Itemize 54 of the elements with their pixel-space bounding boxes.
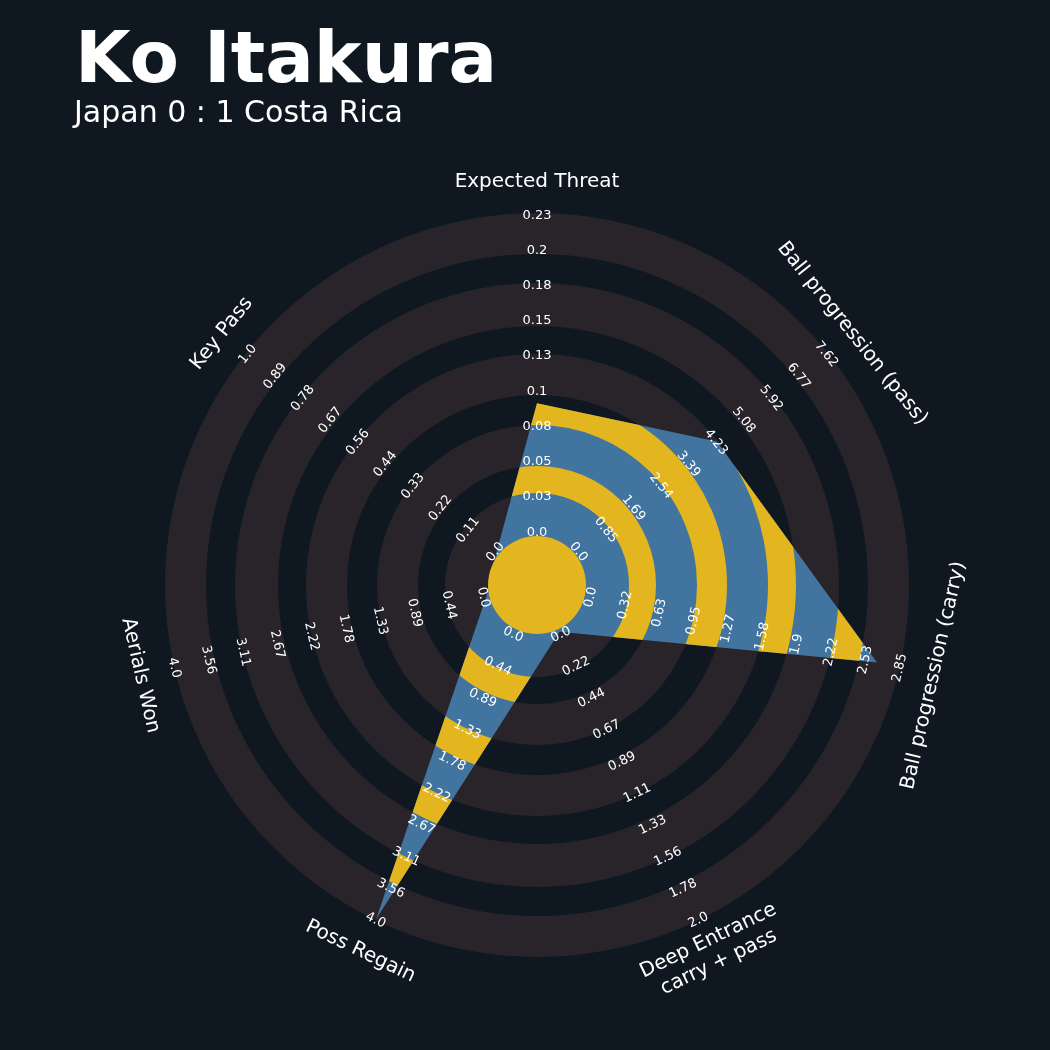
text: 1.56 bbox=[651, 842, 684, 869]
text: 1.33 bbox=[370, 604, 392, 637]
text: 0.89 bbox=[605, 747, 638, 774]
text: 0.67 bbox=[589, 715, 623, 742]
text: 0.44 bbox=[439, 589, 461, 621]
text: 0.05 bbox=[522, 453, 552, 469]
text: 0.1 bbox=[526, 382, 548, 398]
text: 0.95 bbox=[682, 604, 704, 637]
text: 1.27 bbox=[716, 612, 738, 645]
text: 2.22 bbox=[420, 779, 454, 806]
text: 0.0 bbox=[474, 585, 494, 609]
text: 4.0 bbox=[363, 908, 389, 931]
text: 0.32 bbox=[613, 589, 635, 621]
text: 0.15 bbox=[522, 312, 552, 328]
text: 3.56 bbox=[375, 874, 408, 901]
text: 2.67 bbox=[405, 811, 439, 838]
text: 0.08 bbox=[522, 417, 552, 433]
text: 0.13 bbox=[522, 347, 552, 363]
text: 0.0 bbox=[501, 622, 527, 645]
text: 3.11 bbox=[233, 636, 255, 668]
text: 0.0 bbox=[547, 622, 573, 645]
text: 4.0 bbox=[165, 655, 185, 680]
text: 2.22 bbox=[302, 620, 324, 652]
text: 1.33 bbox=[635, 811, 669, 838]
text: 1.9 bbox=[786, 632, 806, 656]
spoke-label: Aerials Won bbox=[117, 615, 167, 736]
text: 2.85 bbox=[888, 651, 910, 684]
text: 0.2 bbox=[526, 241, 548, 257]
text: 3.11 bbox=[390, 842, 423, 869]
text: 0.0 bbox=[580, 585, 600, 609]
text: 1.33 bbox=[451, 715, 485, 742]
text: 3.56 bbox=[199, 643, 221, 676]
text: 0.89 bbox=[405, 596, 427, 629]
text: 0.0 bbox=[482, 538, 508, 565]
text: 0.89 bbox=[466, 684, 500, 711]
text: 0.23 bbox=[522, 206, 552, 222]
text: 2.22 bbox=[819, 636, 841, 668]
text: 0.44 bbox=[481, 652, 515, 679]
text: 1.78 bbox=[666, 874, 699, 901]
text: 0.03 bbox=[522, 488, 552, 504]
text: 0.18 bbox=[522, 276, 552, 292]
text: 1.58 bbox=[750, 620, 772, 652]
text: 1.0 bbox=[234, 340, 260, 367]
text: 2.53 bbox=[853, 643, 875, 676]
spoke-label: Expected Threat bbox=[454, 168, 620, 192]
text: 1.11 bbox=[620, 779, 654, 806]
text: 1.78 bbox=[336, 612, 358, 645]
text: 1.78 bbox=[436, 747, 469, 774]
text: 0.0 bbox=[566, 538, 592, 565]
text: 0.63 bbox=[647, 596, 669, 629]
text: 0.44 bbox=[574, 684, 608, 711]
text: 2.67 bbox=[267, 628, 289, 660]
text: 0.22 bbox=[559, 652, 593, 679]
text: 0.0 bbox=[526, 523, 548, 539]
